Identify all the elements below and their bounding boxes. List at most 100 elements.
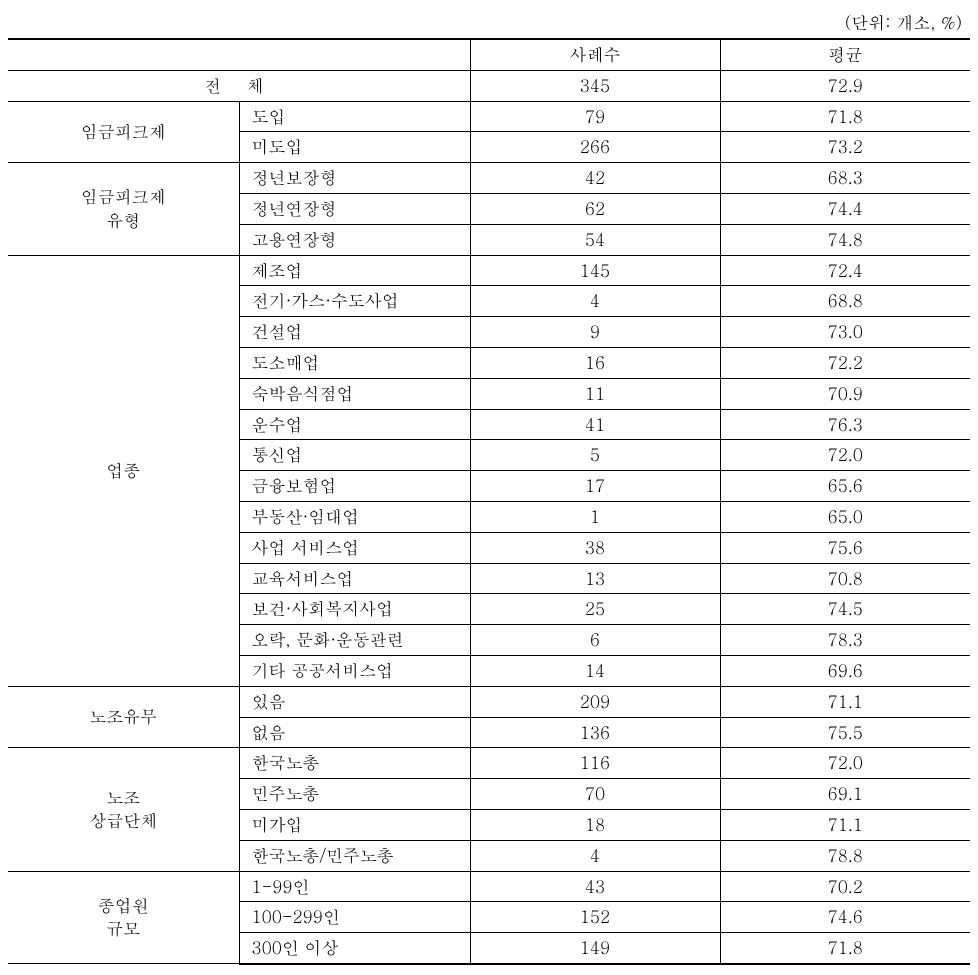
count-cell: 9 (470, 317, 720, 348)
count-cell: 41 (470, 409, 720, 440)
subcategory-cell: 제조업 (239, 255, 470, 286)
avg-cell: 75.5 (720, 717, 970, 748)
avg-cell: 72.0 (720, 748, 970, 779)
table-row: 업종제조업14572.4 (8, 255, 970, 286)
subcategory-cell: 도소매업 (239, 347, 470, 378)
subcategory-cell: 전기·가스·수도사업 (239, 286, 470, 317)
subcategory-cell: 정년보장형 (239, 163, 470, 194)
avg-cell: 65.6 (720, 471, 970, 502)
subcategory-cell: 한국노총/민주노총 (239, 840, 470, 871)
subcategory-cell: 보건·사회복지사업 (239, 594, 470, 625)
count-cell: 42 (470, 163, 720, 194)
avg-cell: 70.2 (720, 871, 970, 902)
total-count: 345 (470, 70, 720, 101)
subcategory-cell: 미가입 (239, 809, 470, 840)
count-cell: 5 (470, 440, 720, 471)
avg-cell: 68.3 (720, 163, 970, 194)
category-cell: 업종 (8, 255, 239, 686)
subcategory-cell: 금융보험업 (239, 471, 470, 502)
count-cell: 149 (470, 933, 720, 964)
avg-cell: 70.9 (720, 378, 970, 409)
subcategory-cell: 고용연장형 (239, 224, 470, 255)
count-cell: 70 (470, 779, 720, 810)
count-cell: 11 (470, 378, 720, 409)
avg-cell: 74.4 (720, 193, 970, 224)
count-cell: 18 (470, 809, 720, 840)
count-cell: 6 (470, 625, 720, 656)
avg-cell: 73.2 (720, 132, 970, 163)
subcategory-cell: 운수업 (239, 409, 470, 440)
subcategory-cell: 1-99인 (239, 871, 470, 902)
header-count: 사례수 (470, 39, 720, 70)
avg-cell: 68.8 (720, 286, 970, 317)
count-cell: 17 (470, 471, 720, 502)
subcategory-cell: 건설업 (239, 317, 470, 348)
count-cell: 266 (470, 132, 720, 163)
avg-cell: 78.3 (720, 625, 970, 656)
header-avg: 평균 (720, 39, 970, 70)
count-cell: 4 (470, 840, 720, 871)
avg-cell: 69.1 (720, 779, 970, 810)
subcategory-cell: 숙박음식점업 (239, 378, 470, 409)
subcategory-cell: 도입 (239, 101, 470, 132)
category-cell: 임금피크제유형 (8, 163, 239, 255)
avg-cell: 74.6 (720, 902, 970, 933)
subcategory-cell: 정년연장형 (239, 193, 470, 224)
data-table: 사례수평균전 체34572.9임금피크제도입7971.8미도입26673.2임금… (8, 38, 970, 965)
count-cell: 43 (470, 871, 720, 902)
count-cell: 38 (470, 532, 720, 563)
count-cell: 145 (470, 255, 720, 286)
count-cell: 14 (470, 655, 720, 686)
category-cell: 종업원규모 (8, 871, 239, 964)
total-avg: 72.9 (720, 70, 970, 101)
avg-cell: 71.8 (720, 101, 970, 132)
subcategory-cell: 한국노총 (239, 748, 470, 779)
subcategory-cell: 오락, 문화·운동관련 (239, 625, 470, 656)
count-cell: 62 (470, 193, 720, 224)
table-row: 임금피크제유형정년보장형4268.3 (8, 163, 970, 194)
total-label: 전 체 (8, 70, 470, 101)
avg-cell: 70.8 (720, 563, 970, 594)
category-cell: 노조상급단체 (8, 748, 239, 871)
subcategory-cell: 있음 (239, 686, 470, 717)
avg-cell: 71.1 (720, 686, 970, 717)
count-cell: 136 (470, 717, 720, 748)
subcategory-cell: 100-299인 (239, 902, 470, 933)
category-cell: 노조유무 (8, 686, 239, 748)
avg-cell: 71.8 (720, 933, 970, 964)
total-row: 전 체34572.9 (8, 70, 970, 101)
avg-cell: 75.6 (720, 532, 970, 563)
table-row: 임금피크제도입7971.8 (8, 101, 970, 132)
subcategory-cell: 기타 공공서비스업 (239, 655, 470, 686)
avg-cell: 74.5 (720, 594, 970, 625)
avg-cell: 71.1 (720, 809, 970, 840)
subcategory-cell: 교육서비스업 (239, 563, 470, 594)
avg-cell: 72.0 (720, 440, 970, 471)
avg-cell: 78.8 (720, 840, 970, 871)
count-cell: 25 (470, 594, 720, 625)
count-cell: 152 (470, 902, 720, 933)
count-cell: 79 (470, 101, 720, 132)
table-row: 노조유무있음20971.1 (8, 686, 970, 717)
table-row: 노조상급단체한국노총11672.0 (8, 748, 970, 779)
table-row: 종업원규모1-99인4370.2 (8, 871, 970, 902)
avg-cell: 73.0 (720, 317, 970, 348)
avg-cell: 72.2 (720, 347, 970, 378)
avg-cell: 76.3 (720, 409, 970, 440)
count-cell: 116 (470, 748, 720, 779)
header-blank (8, 39, 470, 70)
avg-cell: 65.0 (720, 501, 970, 532)
subcategory-cell: 통신업 (239, 440, 470, 471)
count-cell: 4 (470, 286, 720, 317)
count-cell: 54 (470, 224, 720, 255)
subcategory-cell: 없음 (239, 717, 470, 748)
subcategory-cell: 사업 서비스업 (239, 532, 470, 563)
category-cell: 임금피크제 (8, 101, 239, 163)
subcategory-cell: 부동산·임대업 (239, 501, 470, 532)
subcategory-cell: 미도입 (239, 132, 470, 163)
avg-cell: 74.8 (720, 224, 970, 255)
count-cell: 16 (470, 347, 720, 378)
avg-cell: 72.4 (720, 255, 970, 286)
avg-cell: 69.6 (720, 655, 970, 686)
count-cell: 1 (470, 501, 720, 532)
